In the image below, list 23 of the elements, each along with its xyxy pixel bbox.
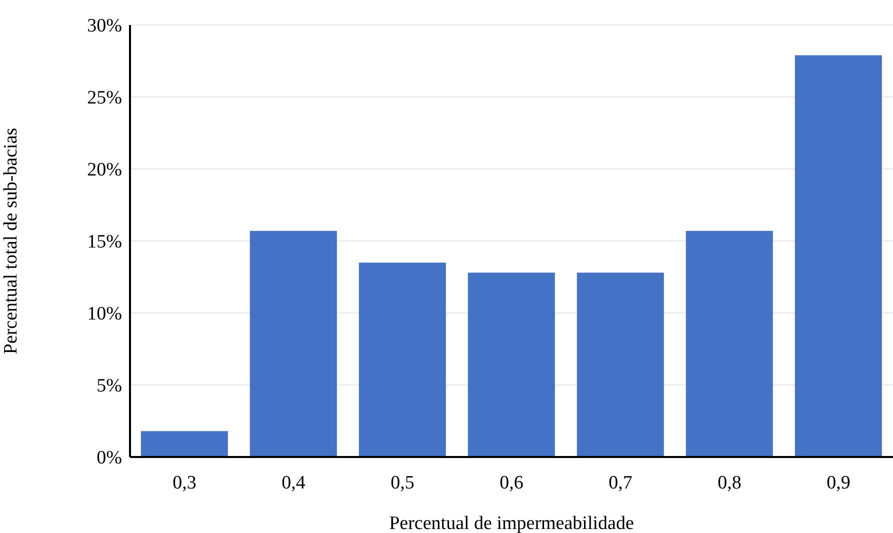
x-tick-label: 0,6 (500, 472, 524, 494)
bar (140, 431, 228, 457)
bar (576, 272, 664, 457)
bar (468, 272, 555, 457)
y-tick-label: 15% (87, 232, 122, 253)
bar (794, 55, 882, 457)
y-tick-label: 30% (87, 16, 122, 37)
y-tick-label: 0% (96, 448, 122, 469)
x-tick-label: 0,7 (608, 472, 632, 494)
y-tick-label: 5% (96, 376, 122, 397)
bar (358, 262, 446, 457)
y-axis-title: Percentual total de sub-bacias (0, 128, 22, 354)
bar (250, 230, 337, 457)
x-tick-label: 0,5 (390, 472, 414, 494)
x-tick-label: 0,4 (282, 472, 306, 494)
x-tick-label: 0,8 (718, 472, 742, 494)
y-tick-label: 10% (87, 304, 122, 325)
y-tick-label: 25% (87, 88, 122, 109)
y-tick-label: 20% (87, 160, 122, 181)
bar (686, 230, 773, 457)
x-axis-title: Percentual de impermeabilidade (389, 513, 634, 533)
x-tick-label: 0,3 (172, 472, 196, 494)
x-tick-label: 0,9 (826, 472, 850, 494)
